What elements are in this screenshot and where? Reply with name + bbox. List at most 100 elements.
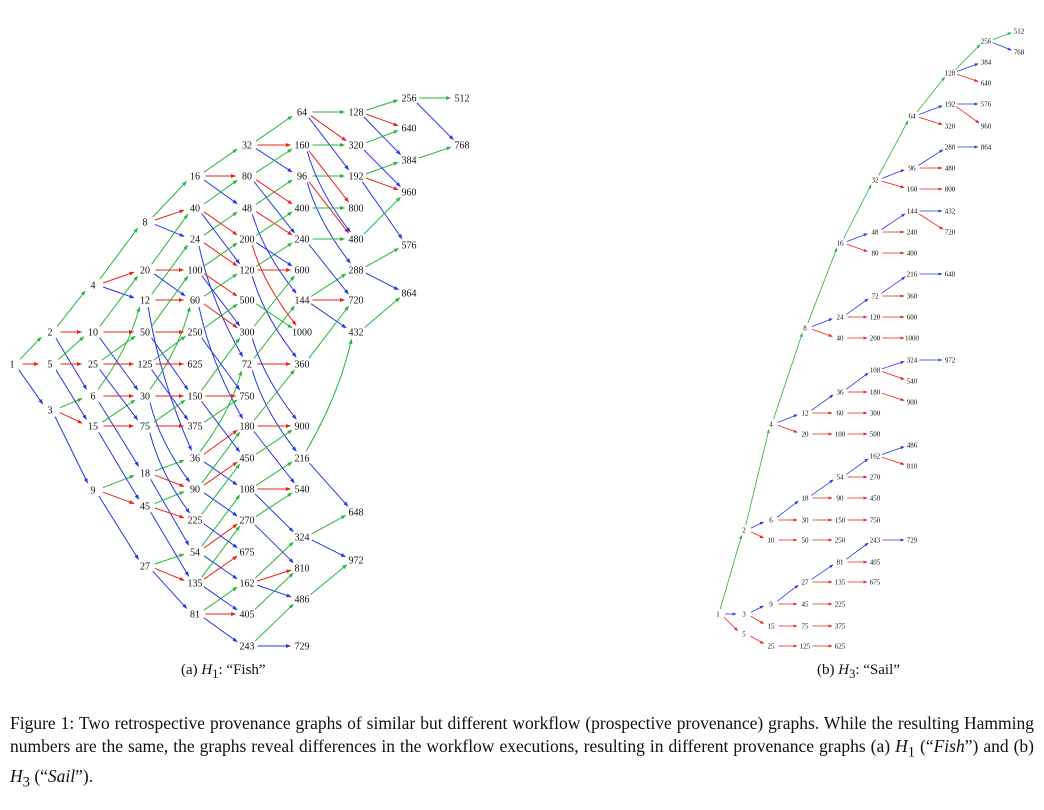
h1-edge-25-75 bbox=[99, 369, 138, 421]
h3-edge-64-320 bbox=[918, 116, 943, 126]
h1-node-500: 500 bbox=[240, 296, 255, 307]
h1-node-45: 45 bbox=[140, 502, 150, 513]
h1-node-540: 540 bbox=[295, 485, 310, 496]
h1-edge-135-675 bbox=[203, 555, 238, 580]
h3-node-32: 32 bbox=[872, 176, 880, 184]
h3-node-768: 768 bbox=[1014, 48, 1025, 56]
h3-node-384: 384 bbox=[981, 58, 992, 66]
h3-node-72: 72 bbox=[872, 292, 880, 300]
subcaption-b-symbol: H bbox=[838, 662, 850, 678]
h3-node-120: 120 bbox=[870, 313, 881, 321]
h1-node-90: 90 bbox=[190, 485, 200, 496]
h1-node-25: 25 bbox=[88, 360, 98, 371]
h1-edge-160-800 bbox=[308, 150, 349, 203]
h1-node-32: 32 bbox=[242, 141, 252, 152]
h1-edge-300-900 bbox=[251, 338, 297, 420]
h1-edge-6-18 bbox=[98, 401, 140, 467]
h1-edge-64-320 bbox=[310, 115, 347, 142]
figure-caption: Figure 1: Two retrospective provenance g… bbox=[10, 713, 1034, 790]
h1-node-450: 450 bbox=[240, 454, 255, 465]
h3-node-648: 648 bbox=[945, 270, 956, 278]
h3-node-96: 96 bbox=[909, 164, 917, 172]
h1-node-600: 600 bbox=[295, 266, 310, 277]
h1-edge-100-300 bbox=[201, 275, 240, 327]
h1-node-675: 675 bbox=[240, 548, 255, 559]
h1-node-625: 625 bbox=[188, 360, 203, 371]
h3-node-54: 54 bbox=[837, 473, 845, 481]
h1-edge-32-64 bbox=[255, 115, 293, 142]
h1-edge-30-90 bbox=[149, 402, 190, 483]
h1-node-2: 2 bbox=[48, 328, 53, 339]
h1-node-128: 128 bbox=[349, 108, 364, 119]
h1-edge-27-54 bbox=[154, 553, 185, 565]
caption-h1-symbol: H bbox=[895, 736, 908, 756]
h3-node-40: 40 bbox=[837, 334, 845, 342]
h1-edge-250-750 bbox=[201, 337, 241, 391]
h1-edge-60-180 bbox=[198, 306, 244, 420]
h1-edge-144-288 bbox=[310, 273, 347, 297]
h1-node-96: 96 bbox=[297, 172, 307, 183]
h1-node-80: 80 bbox=[242, 172, 252, 183]
h1-edge-375-750 bbox=[203, 399, 238, 423]
h3-node-36: 36 bbox=[837, 388, 845, 396]
h1-node-4: 4 bbox=[91, 281, 96, 292]
h3-edge-2-4 bbox=[745, 429, 770, 526]
h3-edge-192-960 bbox=[956, 106, 980, 124]
h1-node-81: 81 bbox=[190, 610, 200, 621]
h3-node-75: 75 bbox=[802, 622, 810, 630]
h3-node-360: 360 bbox=[907, 292, 918, 300]
subcaption-a-name: “Fish” bbox=[226, 662, 266, 678]
h3-node-144: 144 bbox=[907, 207, 918, 215]
h3-node-640: 640 bbox=[981, 79, 992, 87]
h3-node-750: 750 bbox=[870, 516, 881, 524]
h3-node-18: 18 bbox=[802, 494, 810, 502]
h1-node-800: 800 bbox=[349, 204, 364, 215]
h3-node-625: 625 bbox=[835, 642, 846, 650]
h1-edge-45-225 bbox=[154, 507, 185, 519]
h3-node-500: 500 bbox=[870, 430, 881, 438]
h3-node-576: 576 bbox=[981, 100, 992, 108]
h1-edge-72-144 bbox=[253, 305, 295, 359]
h3-node-8: 8 bbox=[803, 324, 807, 332]
caption-h1-subscript: 1 bbox=[907, 744, 916, 761]
h3-node-800: 800 bbox=[945, 185, 956, 193]
h3-node-9: 9 bbox=[769, 600, 773, 608]
h1-edge-4-12 bbox=[102, 286, 135, 299]
h3-node-20: 20 bbox=[802, 430, 810, 438]
subcaption-b-label: (b) bbox=[817, 662, 835, 678]
h1-node-24: 24 bbox=[190, 235, 200, 246]
h1-edge-120-360 bbox=[251, 276, 297, 358]
h1-node-300: 300 bbox=[240, 328, 255, 339]
h3-edge-24-72 bbox=[846, 298, 869, 315]
h1-node-144: 144 bbox=[295, 296, 310, 307]
h3-node-10: 10 bbox=[768, 536, 776, 544]
h1-edge-100-200 bbox=[203, 242, 238, 267]
h1-node-75: 75 bbox=[140, 422, 150, 433]
h1-edge-81-243 bbox=[203, 617, 238, 643]
h1-node-120: 120 bbox=[240, 266, 255, 277]
h3-edge-2-10 bbox=[750, 531, 764, 539]
h3-edge-64-192 bbox=[918, 105, 943, 115]
h1-edge-75-150 bbox=[153, 399, 186, 423]
h3-node-810: 810 bbox=[907, 462, 918, 470]
h1-edge-8-24 bbox=[154, 223, 185, 237]
h3-edge-81-243 bbox=[845, 542, 869, 560]
h1-node-960: 960 bbox=[402, 188, 417, 199]
h1-edge-486-972 bbox=[310, 564, 348, 596]
h1-edge-18-36 bbox=[154, 459, 185, 472]
h1-edge-4-20 bbox=[102, 271, 135, 284]
h1-edge-225-450 bbox=[201, 463, 240, 515]
h1-edge-288-864 bbox=[365, 272, 399, 291]
h3-node-4: 4 bbox=[769, 420, 773, 428]
h1-edge-80-160 bbox=[255, 148, 293, 173]
h1-node-900: 900 bbox=[295, 422, 310, 433]
h1-edge-27-81 bbox=[152, 570, 188, 609]
h1-node-20: 20 bbox=[140, 266, 150, 277]
h3-edge-9-27 bbox=[776, 584, 799, 602]
h3-node-225: 225 bbox=[835, 600, 846, 608]
h1-edge-360-720 bbox=[308, 305, 349, 359]
h1-edge-64-192 bbox=[308, 117, 349, 171]
caption-text: Figure 1: Two retrospective provenance g… bbox=[10, 713, 1034, 756]
h3-edge-108-324 bbox=[881, 361, 905, 370]
h3-node-2: 2 bbox=[742, 526, 746, 534]
